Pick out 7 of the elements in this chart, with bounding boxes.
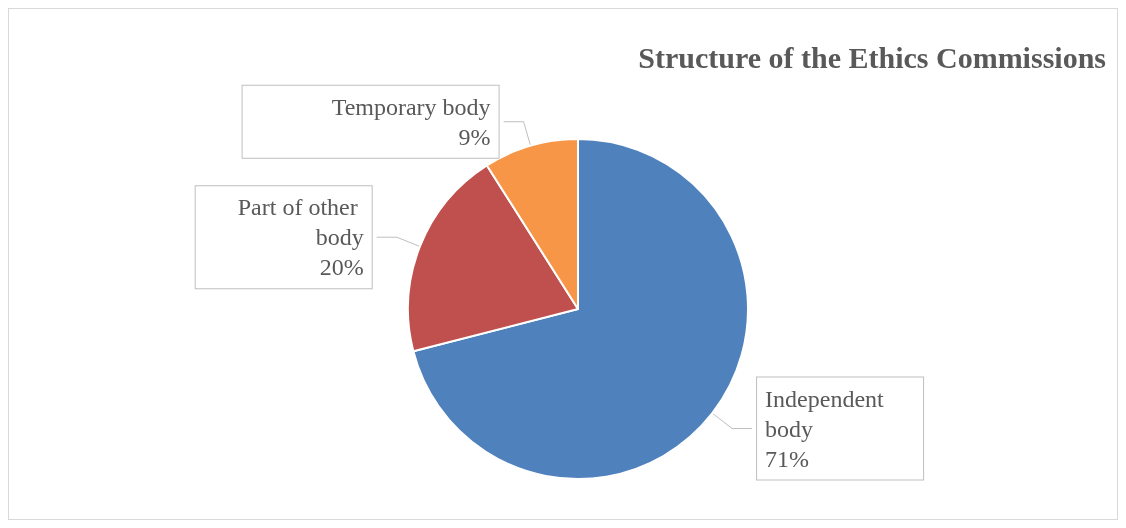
data-label: 9% xyxy=(458,123,491,150)
slice-label: Independent body xyxy=(765,385,890,442)
slice-label: Temporary body xyxy=(331,93,491,120)
data-label: 71% xyxy=(765,445,810,472)
data-label: 20% xyxy=(319,254,364,281)
chart-title: Structure of the Ethics Commissions xyxy=(638,40,1107,74)
slice-label: Part of other body xyxy=(237,194,364,251)
